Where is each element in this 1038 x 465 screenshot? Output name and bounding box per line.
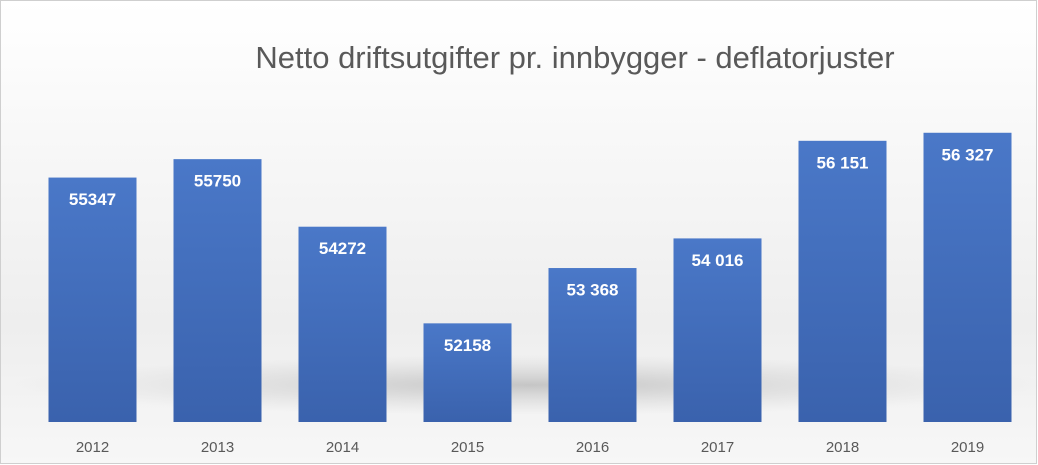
- floor-shadow: [10, 355, 1038, 415]
- bar: [48, 177, 137, 422]
- x-tick-label: 2014: [326, 439, 359, 456]
- bar: [673, 238, 762, 422]
- bar: [298, 226, 387, 422]
- data-label: 56 151: [817, 153, 869, 172]
- x-tick-label: 2015: [451, 439, 484, 456]
- data-label: 56 327: [942, 145, 994, 164]
- x-tick-label: 2013: [201, 439, 234, 456]
- bar: [923, 132, 1012, 422]
- chart-title: Netto driftsutgifter pr. innbygger - def…: [255, 40, 894, 75]
- data-label: 53 368: [567, 281, 619, 300]
- data-label: 52158: [444, 336, 491, 355]
- data-label: 54 016: [692, 251, 744, 270]
- bar: [173, 159, 262, 422]
- bar: [423, 323, 512, 422]
- x-tick-label: 2017: [701, 439, 734, 456]
- x-tick-label: 2012: [76, 439, 109, 456]
- x-tick-label: 2019: [951, 439, 984, 456]
- x-tick-label: 2016: [576, 439, 609, 456]
- data-label: 54272: [319, 239, 366, 258]
- bar: [798, 140, 887, 422]
- x-tick-label: 2018: [826, 439, 859, 456]
- data-label: 55347: [69, 190, 116, 209]
- data-label: 55750: [194, 172, 241, 191]
- bar: [548, 268, 637, 422]
